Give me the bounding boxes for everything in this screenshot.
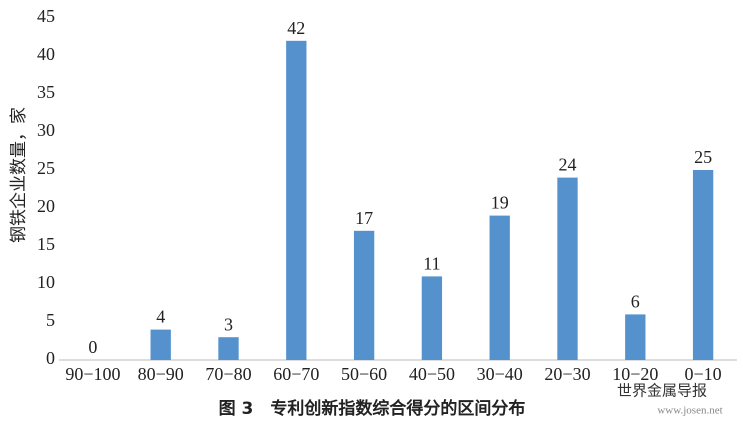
data-label: 6 — [631, 292, 640, 312]
data-label: 4 — [156, 307, 165, 327]
x-tick-label: 80−90 — [138, 364, 184, 384]
bar — [421, 276, 443, 360]
bar — [489, 215, 510, 360]
watermark: 世界金属导报 — [617, 382, 707, 400]
data-label: 24 — [559, 155, 577, 175]
y-tick-label: 30 — [37, 120, 55, 140]
bar — [286, 40, 307, 361]
watermark-url: www.josen.net — [657, 405, 722, 417]
bar — [353, 230, 375, 360]
x-tick-label: 60−70 — [273, 364, 319, 384]
y-axis-label: 钢铁企业数量，家 — [9, 107, 28, 243]
bar — [625, 314, 646, 360]
x-tick-label: 30−40 — [477, 364, 523, 384]
y-tick-label: 45 — [37, 6, 55, 26]
x-tick-label: 20−30 — [544, 364, 590, 384]
x-tick-label: 70−80 — [205, 364, 251, 384]
data-label: 0 — [88, 337, 97, 357]
y-tick-label: 5 — [46, 310, 55, 330]
bar — [557, 177, 578, 360]
bar — [218, 337, 239, 360]
data-label: 42 — [287, 18, 305, 38]
data-label: 25 — [694, 147, 712, 167]
x-tick-label: 50−60 — [341, 364, 387, 384]
caption: 图 3 专利创新指数综合得分的区间分布 — [219, 398, 526, 419]
y-tick-label: 15 — [37, 234, 55, 254]
data-label: 17 — [355, 208, 373, 228]
data-label: 3 — [224, 314, 233, 334]
bar — [150, 329, 171, 360]
data-label: 11 — [423, 254, 440, 274]
x-tick-label: 0−10 — [685, 364, 722, 384]
bar — [692, 170, 714, 360]
y-tick-label: 40 — [37, 44, 55, 64]
data-label: 19 — [491, 193, 509, 213]
x-tick-label: 90−100 — [65, 364, 120, 384]
y-tick-label: 10 — [37, 272, 55, 292]
y-tick-label: 0 — [46, 348, 55, 368]
x-tick-label: 10−20 — [612, 364, 658, 384]
x-tick-label: 40−50 — [409, 364, 455, 384]
y-tick-label: 35 — [37, 82, 55, 102]
y-tick-label: 25 — [37, 158, 55, 178]
y-tick-label: 20 — [37, 196, 55, 216]
